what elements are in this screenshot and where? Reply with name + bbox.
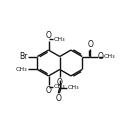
Text: O: O (57, 78, 63, 87)
Text: O: O (87, 40, 93, 49)
Text: O: O (98, 52, 104, 61)
Text: CH₃: CH₃ (54, 84, 65, 89)
Text: Br: Br (19, 52, 28, 61)
Text: CH₃: CH₃ (54, 37, 65, 42)
Text: CH₃: CH₃ (104, 54, 115, 59)
Text: O: O (45, 86, 51, 94)
Text: O: O (55, 94, 61, 103)
Text: CH₃: CH₃ (16, 67, 28, 72)
Text: CH₃: CH₃ (67, 85, 79, 90)
Text: O: O (45, 32, 51, 40)
